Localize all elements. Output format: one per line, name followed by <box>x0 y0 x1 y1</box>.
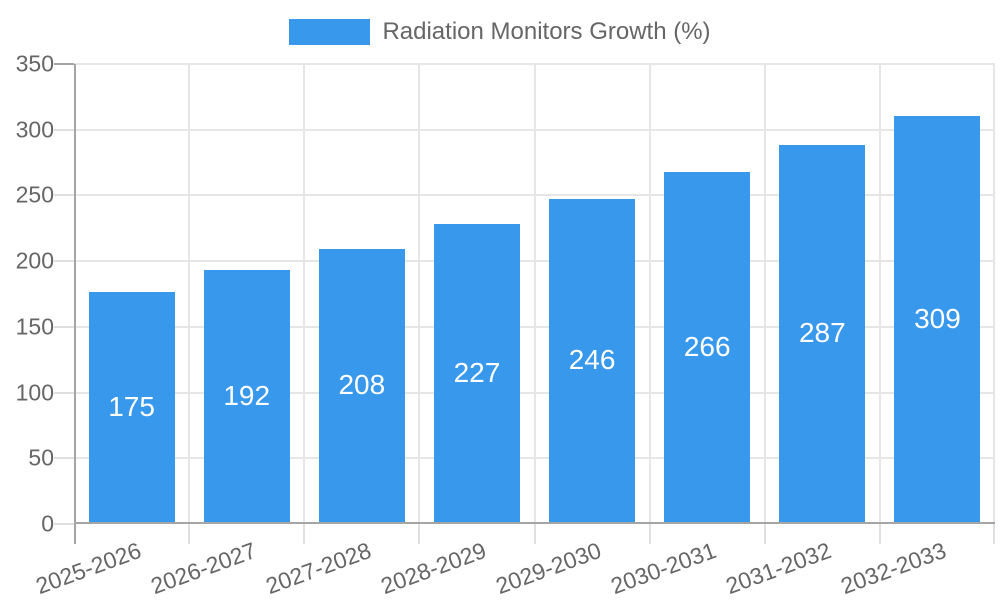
y-tick-mark <box>54 325 74 328</box>
y-tick-mark <box>54 260 74 263</box>
bar[interactable]: 175 <box>88 292 175 522</box>
plot-area: 175 192 208 227 246 266 287 309 <box>54 63 995 544</box>
bar[interactable]: 246 <box>549 198 636 522</box>
x-gridline <box>534 64 536 524</box>
y-tick-label: 350 <box>15 50 54 77</box>
y-tick-mark <box>54 63 74 65</box>
x-tick-mark <box>74 524 76 544</box>
x-axis-line <box>74 522 995 524</box>
bar-value-label: 208 <box>338 369 386 401</box>
x-tick-mark <box>418 524 420 544</box>
bar-value-label: 266 <box>683 331 731 363</box>
x-gridline <box>764 64 766 524</box>
y-axis-line <box>74 64 76 524</box>
bar-value-label: 175 <box>108 391 155 422</box>
bar-value-label: 246 <box>568 344 616 376</box>
bar[interactable]: 287 <box>779 144 866 522</box>
x-tick-mark <box>993 524 995 544</box>
bar-value-label: 227 <box>453 356 501 388</box>
chart-legend[interactable]: Radiation Monitors Growth (%) <box>0 19 1000 45</box>
bar[interactable]: 266 <box>664 172 751 522</box>
y-tick-mark <box>54 194 74 197</box>
y-tick-mark <box>54 523 74 525</box>
legend-label: Radiation Monitors Growth (%) <box>382 18 711 45</box>
x-gridline <box>188 64 190 524</box>
y-tick-label: 50 <box>28 444 54 471</box>
y-axis-labels: 0 50 100 150 200 250 300 350 <box>0 51 54 537</box>
x-tick-mark <box>188 524 190 544</box>
y-tick-mark <box>54 457 74 460</box>
x-gridline <box>879 64 881 524</box>
bar[interactable]: 192 <box>203 269 290 522</box>
x-tick-mark <box>303 524 305 544</box>
y-tick-label: 250 <box>15 181 54 208</box>
x-gridline <box>993 64 995 524</box>
y-tick-mark <box>54 128 74 131</box>
x-gridline <box>418 64 420 524</box>
bar-value-label: 192 <box>223 379 271 411</box>
y-tick-mark <box>54 391 74 394</box>
y-tick-label: 0 <box>41 510 54 537</box>
x-gridline <box>303 64 305 524</box>
x-tick-mark <box>649 524 651 544</box>
bar[interactable]: 227 <box>433 223 520 522</box>
x-tick-mark <box>764 524 766 544</box>
x-tick-mark <box>534 524 536 544</box>
legend-swatch <box>289 19 371 45</box>
y-tick-label: 300 <box>15 116 54 143</box>
bar[interactable]: 309 <box>894 115 981 522</box>
bar-value-label: 287 <box>798 317 846 349</box>
bar[interactable]: 208 <box>318 248 405 522</box>
y-tick-label: 200 <box>15 247 54 274</box>
y-tick-label: 100 <box>15 379 54 406</box>
x-tick-mark <box>879 524 881 544</box>
y-tick-label: 150 <box>15 313 54 340</box>
x-gridline <box>649 64 651 524</box>
bar-value-label: 309 <box>914 302 961 334</box>
